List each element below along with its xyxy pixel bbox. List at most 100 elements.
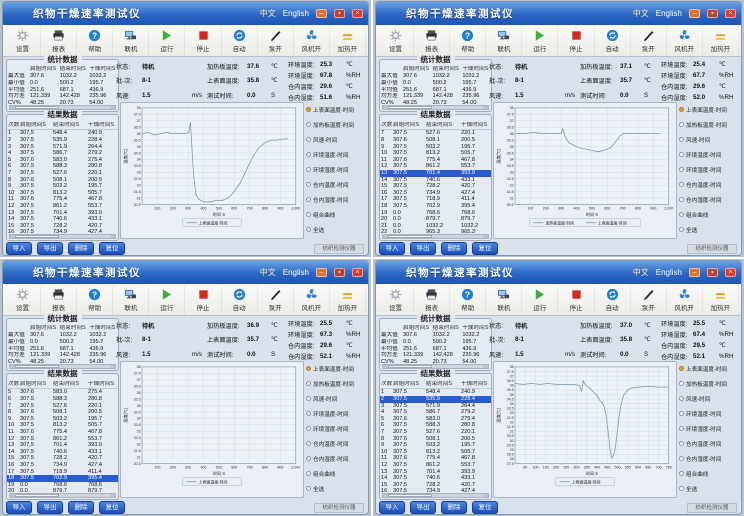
scroll-left-icon[interactable] <box>10 365 15 368</box>
close-button[interactable]: × <box>725 268 736 277</box>
curve-radio-0[interactable]: 上表面温度-时间 <box>679 361 741 376</box>
curve-radio-6[interactable]: 仓内湿度-时间 <box>679 451 741 466</box>
curve-radio-8[interactable]: 全选 <box>306 481 368 496</box>
result-row[interactable]: 19 0.0 768.6 768.6 <box>8 481 102 488</box>
result-row[interactable]: 6 307.5 588.3 280.8 <box>8 163 102 170</box>
lang-english-button[interactable]: English <box>655 9 682 18</box>
toolbar-button-heater[interactable]: 加热开 <box>703 25 739 56</box>
curve-radio-1[interactable]: 加热板温度-时间 <box>306 117 368 132</box>
curve-radio-1[interactable]: 加热板温度-时间 <box>679 376 741 391</box>
scrollbar-thumb[interactable] <box>15 365 60 368</box>
result-row[interactable]: 9 307.5 503.2 195.7 <box>8 415 102 422</box>
toolbar-button-gear[interactable]: 设置 <box>5 284 42 315</box>
curve-radio-6[interactable]: 仓内湿度-时间 <box>306 451 368 466</box>
result-row[interactable]: 4 307.5 586.7 279.2 <box>381 409 475 416</box>
result-row[interactable]: 5 307.6 583.0 275.4 <box>8 389 102 396</box>
toolbar-button-fan[interactable]: 风机开 <box>667 25 703 56</box>
scroll-right-icon[interactable] <box>110 494 115 497</box>
lang-chinese-button[interactable]: 中文 <box>259 268 276 277</box>
toolbar-button-play[interactable]: 运行 <box>522 284 559 315</box>
results-horizontal-scrollbar[interactable] <box>9 493 116 498</box>
maximize-button[interactable]: ▪ <box>334 9 345 18</box>
result-row[interactable]: 2 307.5 535.9 228.4 <box>380 396 491 403</box>
action-button-2[interactable]: 导出 <box>37 501 63 514</box>
toolbar-button-pen[interactable]: 泵开 <box>631 284 667 315</box>
action-button-1[interactable]: 导入 <box>379 242 405 255</box>
scrollbar-thumb[interactable] <box>388 106 433 109</box>
scroll-right-icon[interactable] <box>110 365 115 368</box>
scroll-right-icon[interactable] <box>110 106 115 109</box>
result-row[interactable]: 14 307.5 740.6 433.1 <box>8 216 102 223</box>
curve-radio-8[interactable]: 全选 <box>679 222 741 237</box>
toolbar-button-fan[interactable]: 风机开 <box>294 284 330 315</box>
toolbar-button-monitor[interactable]: 联机 <box>113 25 150 56</box>
toolbar-button-stop[interactable]: 停止 <box>558 25 595 56</box>
curve-radio-1[interactable]: 加热板温度-时间 <box>679 117 741 132</box>
curve-radio-5[interactable]: 仓内温度-时间 <box>679 177 741 192</box>
curve-radio-4[interactable]: 环境湿度-时间 <box>679 162 741 177</box>
result-row[interactable]: 13 307.5 701.4 393.9 <box>8 209 102 216</box>
stats-horizontal-scrollbar[interactable] <box>9 105 116 110</box>
toolbar-button-pen[interactable]: 泵开 <box>258 284 294 315</box>
close-button[interactable]: × <box>352 268 363 277</box>
action-button-3[interactable]: 删除 <box>68 501 94 514</box>
result-row[interactable]: 14 307.5 740.6 433.1 <box>381 176 475 183</box>
curve-radio-2[interactable]: 风速-时间 <box>679 132 741 147</box>
toolbar-button-auto[interactable]: 自动 <box>595 25 631 56</box>
result-row[interactable]: 8 307.6 508.1 200.5 <box>381 435 475 442</box>
result-row[interactable]: 20 0.0 879.7 879.7 <box>8 488 102 495</box>
result-row[interactable]: 16 307.5 734.9 427.4 <box>8 229 102 236</box>
curve-radio-6[interactable]: 仓内湿度-时间 <box>679 192 741 207</box>
toolbar-button-heater[interactable]: 加热开 <box>330 284 366 315</box>
action-button-3[interactable]: 删除 <box>441 501 467 514</box>
scrollbar-thumb[interactable] <box>15 106 60 109</box>
toolbar-button-fan[interactable]: 风机开 <box>667 284 703 315</box>
scroll-right-icon[interactable] <box>483 494 488 497</box>
action-button-4[interactable]: 复位 <box>99 242 125 255</box>
scroll-right-icon[interactable] <box>483 365 488 368</box>
results-horizontal-scrollbar[interactable] <box>9 234 116 239</box>
toolbar-button-auto[interactable]: 自动 <box>595 284 631 315</box>
result-row[interactable]: 7 307.5 527.6 220.1 <box>381 130 475 137</box>
toolbar-button-pen[interactable]: 泵开 <box>631 25 667 56</box>
result-row[interactable]: 9 307.5 503.2 195.7 <box>8 183 102 190</box>
maximize-button[interactable]: ▪ <box>707 9 718 18</box>
result-row[interactable]: 1 307.5 548.4 240.9 <box>381 389 475 396</box>
result-row[interactable]: 12 307.5 861.2 553.7 <box>381 461 475 468</box>
result-row[interactable]: 3 307.5 571.9 264.4 <box>8 143 102 150</box>
result-row[interactable]: 6 307.5 588.3 280.8 <box>381 422 475 429</box>
result-row[interactable]: 3 307.5 571.9 264.4 <box>381 402 475 409</box>
result-row[interactable]: 14 307.5 740.6 433.1 <box>381 475 475 482</box>
curve-radio-8[interactable]: 全选 <box>679 481 741 496</box>
toolbar-button-heater[interactable]: 加热开 <box>703 284 739 315</box>
result-row[interactable]: 12 307.5 861.2 553.7 <box>8 202 102 209</box>
scroll-right-icon[interactable] <box>110 235 115 238</box>
maximize-button[interactable]: ▪ <box>707 268 718 277</box>
result-row[interactable]: 11 307.6 775.4 467.8 <box>8 196 102 203</box>
curve-radio-8[interactable]: 全选 <box>306 222 368 237</box>
toolbar-button-heater[interactable]: 加热开 <box>330 25 366 56</box>
curve-radio-4[interactable]: 环境湿度-时间 <box>306 421 368 436</box>
close-button[interactable]: × <box>725 9 736 18</box>
result-row[interactable]: 12 307.5 861.2 553.7 <box>8 435 102 442</box>
result-row[interactable]: 8 307.6 508.1 200.5 <box>8 176 102 183</box>
curve-radio-5[interactable]: 仓内温度-时间 <box>306 177 368 192</box>
toolbar-button-gear[interactable]: 设置 <box>378 25 415 56</box>
curve-radio-0[interactable]: 上表面温度-时间 <box>679 102 741 117</box>
result-row[interactable]: 8 307.6 508.1 200.5 <box>381 137 475 143</box>
scroll-left-icon[interactable] <box>10 106 15 109</box>
result-row[interactable]: 17 307.5 718.9 411.4 <box>8 468 102 475</box>
action-button-2[interactable]: 导出 <box>37 242 63 255</box>
result-row[interactable]: 4 307.5 586.7 279.2 <box>8 150 102 157</box>
lang-english-button[interactable]: English <box>282 9 309 18</box>
result-row[interactable]: 11 307.6 775.4 467.8 <box>381 156 475 163</box>
result-row[interactable]: 10 307.5 813.2 505.7 <box>381 150 475 157</box>
toolbar-button-auto[interactable]: 自动 <box>222 284 258 315</box>
toolbar-button-printer[interactable]: 报表 <box>414 25 451 56</box>
curve-radio-7[interactable]: 组合曲线 <box>306 207 368 222</box>
stats-horizontal-scrollbar[interactable] <box>9 364 116 369</box>
scroll-right-icon[interactable] <box>483 235 488 238</box>
scrollbar-thumb[interactable] <box>15 494 60 497</box>
result-row[interactable]: 18 307.5 702.9 395.4 <box>381 202 475 209</box>
curve-radio-4[interactable]: 环境湿度-时间 <box>679 421 741 436</box>
